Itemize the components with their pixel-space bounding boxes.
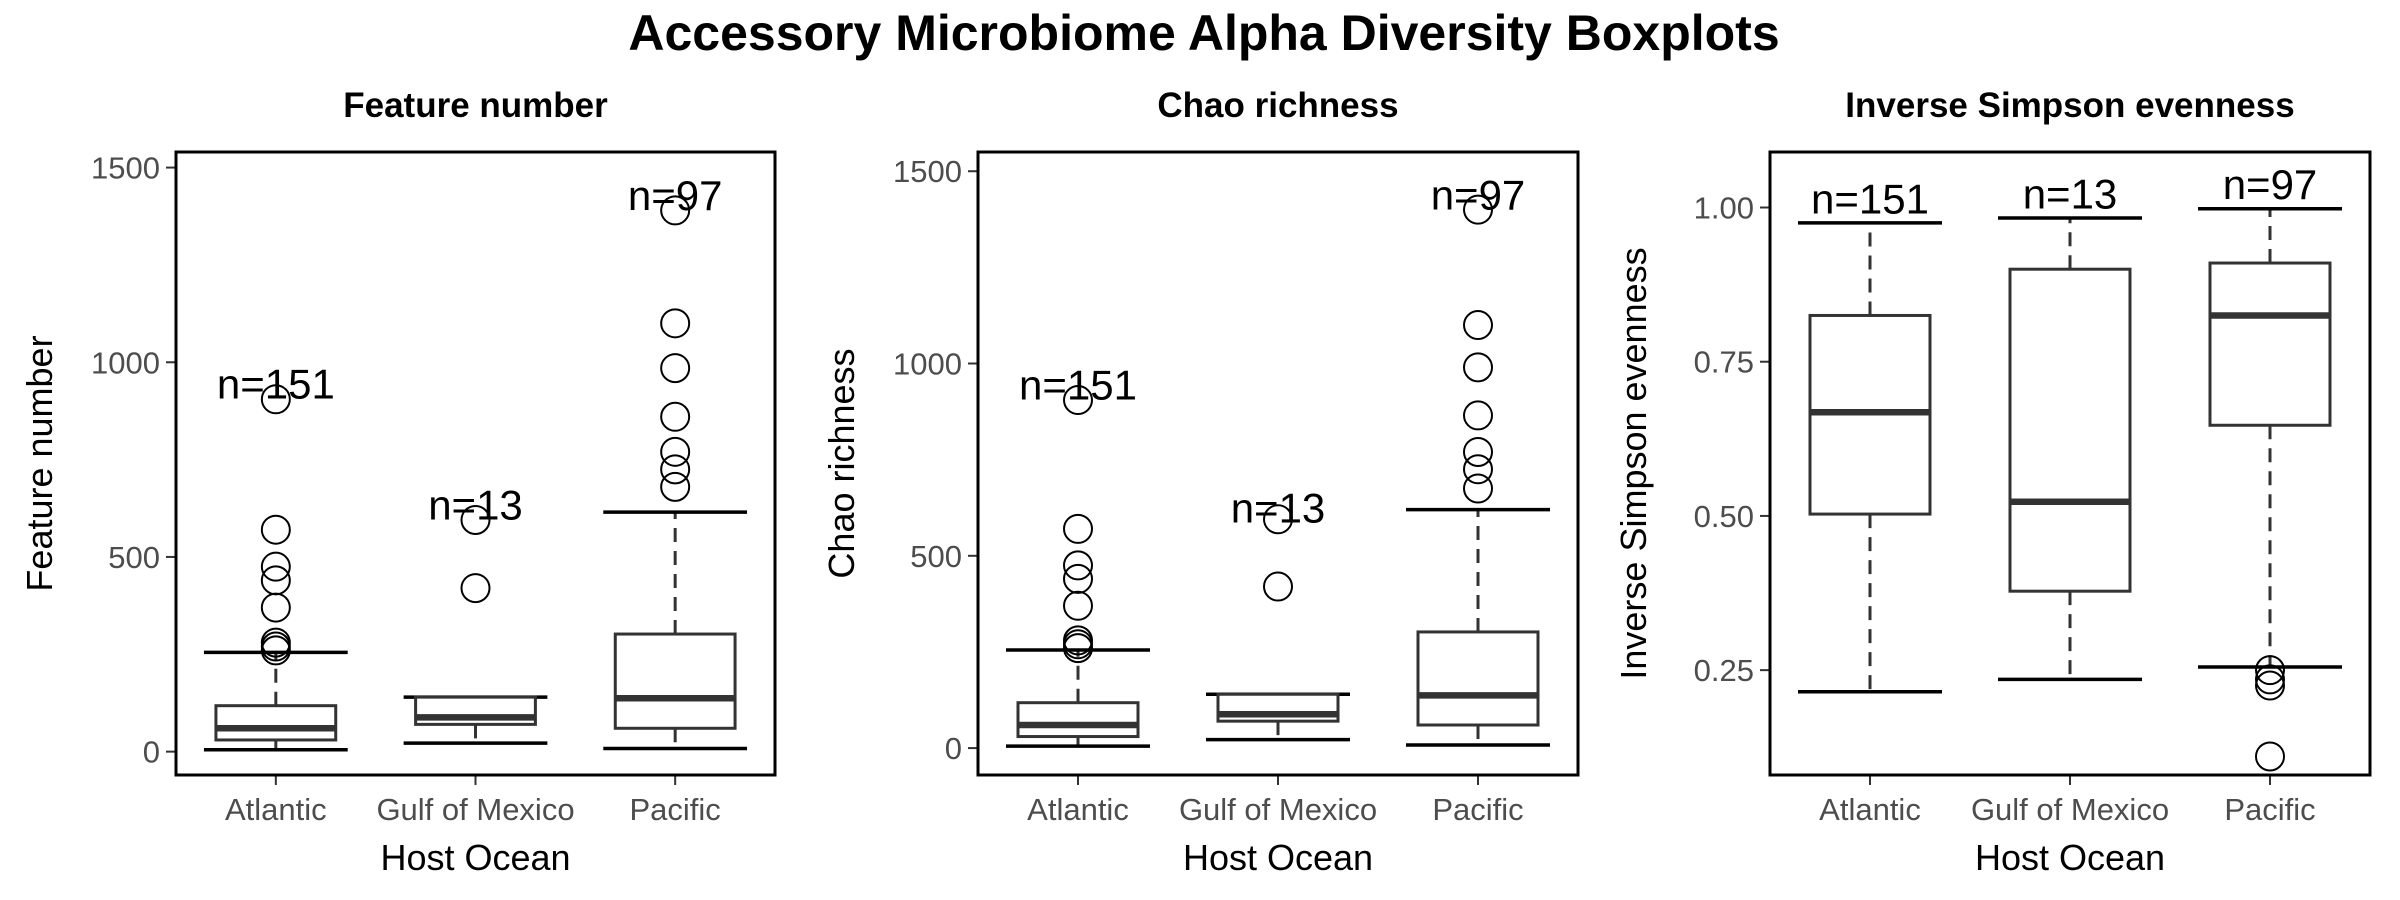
outlier-point bbox=[1063, 385, 1093, 416]
box-1: n=151 bbox=[203, 361, 348, 752]
outlier-point bbox=[660, 471, 691, 502]
outlier-point bbox=[2255, 655, 2285, 686]
sample-size-label: n=13 bbox=[2023, 170, 2118, 217]
sample-size-label: n=151 bbox=[1019, 362, 1137, 409]
y-tick-label: 1500 bbox=[91, 151, 160, 186]
box-2: n=13 bbox=[403, 481, 548, 745]
panel-border bbox=[174, 150, 777, 777]
iqr-box bbox=[613, 632, 737, 730]
outlier-point bbox=[1063, 550, 1093, 581]
x-tick-label: Pacific bbox=[1432, 792, 1523, 827]
outlier-point bbox=[1263, 571, 1293, 602]
y-axis-title: Inverse Simpson evenness bbox=[1613, 247, 1654, 679]
outlier-point bbox=[1463, 473, 1493, 504]
panel-3: Inverse Simpson evenness Host Ocean Invers… bbox=[1613, 86, 2372, 878]
sample-size-label: n=13 bbox=[428, 481, 523, 528]
x-tick-label: Atlantic bbox=[1819, 792, 1921, 827]
outlier-point bbox=[260, 565, 291, 596]
outlier-point bbox=[2255, 741, 2285, 772]
figure-title: Accessory Microbiome Alpha Diversity Box… bbox=[628, 5, 1779, 61]
iqr-box bbox=[1016, 701, 1140, 739]
outlier-point bbox=[660, 401, 691, 432]
outlier-point bbox=[260, 592, 291, 623]
sample-size-label: n=151 bbox=[217, 361, 335, 408]
y-tick-label: 0.75 bbox=[1694, 345, 1754, 380]
sample-size-label: n=151 bbox=[1811, 175, 1929, 222]
y-tick-label: 500 bbox=[910, 539, 962, 574]
x-axis-title: Host Ocean bbox=[1183, 837, 1373, 878]
y-tick-label: 1000 bbox=[91, 345, 160, 380]
x-tick-label: Atlantic bbox=[1027, 792, 1129, 827]
outlier-point bbox=[1463, 454, 1493, 485]
outlier-point bbox=[260, 627, 291, 658]
y-tick-label: 500 bbox=[108, 540, 160, 575]
panel-2: Chao richness Host Ocean Chao richness 0 500… bbox=[821, 86, 1580, 878]
y-tick-label: 1000 bbox=[893, 347, 962, 382]
outlier-point bbox=[1063, 625, 1093, 656]
sample-size-label: n=13 bbox=[1231, 485, 1326, 532]
iqr-box bbox=[2008, 267, 2132, 593]
panel-title: Feature number bbox=[343, 86, 608, 125]
box-3: n=97 bbox=[603, 172, 748, 751]
outlier-point bbox=[2255, 664, 2285, 695]
sample-size-label: n=97 bbox=[2223, 161, 2318, 208]
box-2: n=13 bbox=[1998, 170, 2142, 682]
iqr-box bbox=[1416, 630, 1540, 727]
y-axis-title: Chao richness bbox=[821, 348, 862, 578]
y-tick-label: 1500 bbox=[893, 154, 962, 189]
x-tick-label: Gulf of Mexico bbox=[1179, 792, 1377, 827]
outlier-point bbox=[1463, 352, 1493, 383]
outlier-point bbox=[260, 514, 291, 545]
outlier-point bbox=[1463, 400, 1493, 431]
outlier-point bbox=[660, 454, 691, 485]
x-tick-label: Pacific bbox=[2224, 792, 2315, 827]
outlier-point bbox=[260, 551, 291, 582]
sample-size-label: n=97 bbox=[1431, 171, 1526, 218]
outlier-point bbox=[260, 384, 291, 415]
y-axis-title: Feature number bbox=[19, 335, 60, 591]
panel-1: Feature number Host Ocean Feature number 0 5… bbox=[19, 86, 777, 878]
x-tick-label: Gulf of Mexico bbox=[1971, 792, 2169, 827]
x-axis-title: Host Ocean bbox=[380, 837, 570, 878]
outlier-point bbox=[1463, 310, 1493, 341]
x-tick-label: Pacific bbox=[630, 792, 721, 827]
iqr-box bbox=[214, 704, 338, 742]
x-tick-label: Atlantic bbox=[225, 792, 327, 827]
y-tick-label: 0.50 bbox=[1694, 499, 1754, 534]
panel-border bbox=[1768, 150, 2372, 777]
outlier-point bbox=[1063, 563, 1093, 594]
box-2: n=13 bbox=[1206, 485, 1350, 742]
box-3: n=97 bbox=[1406, 171, 1550, 747]
panel-title: Inverse Simpson evenness bbox=[1845, 86, 2294, 125]
box-1: n=151 bbox=[1798, 175, 1942, 694]
outlier-point bbox=[2255, 670, 2285, 701]
sample-size-label: n=97 bbox=[628, 172, 723, 219]
x-axis-title: Host Ocean bbox=[1975, 837, 2165, 878]
x-tick-label: Gulf of Mexico bbox=[376, 792, 574, 827]
iqr-box bbox=[2208, 261, 2332, 427]
outlier-point bbox=[460, 573, 491, 604]
y-tick-label: 0.25 bbox=[1694, 653, 1754, 688]
y-tick-label: 0 bbox=[945, 731, 962, 766]
y-tick-label: 0 bbox=[143, 735, 160, 770]
outlier-point bbox=[1063, 513, 1093, 544]
outlier-point bbox=[460, 504, 491, 535]
outlier-point bbox=[1063, 590, 1093, 621]
panel-border bbox=[976, 150, 1580, 777]
outlier-point bbox=[1263, 504, 1293, 535]
outlier-point bbox=[660, 308, 691, 339]
box-1: n=151 bbox=[1006, 362, 1150, 748]
outlier-point bbox=[660, 436, 691, 467]
outlier-point bbox=[660, 195, 691, 226]
outlier-point bbox=[1463, 194, 1493, 225]
panel-title: Chao richness bbox=[1157, 86, 1398, 125]
outlier-point bbox=[1463, 436, 1493, 467]
box-3: n=97 bbox=[2198, 161, 2342, 772]
outlier-point bbox=[660, 353, 691, 384]
y-tick-label: 1.00 bbox=[1694, 191, 1754, 226]
